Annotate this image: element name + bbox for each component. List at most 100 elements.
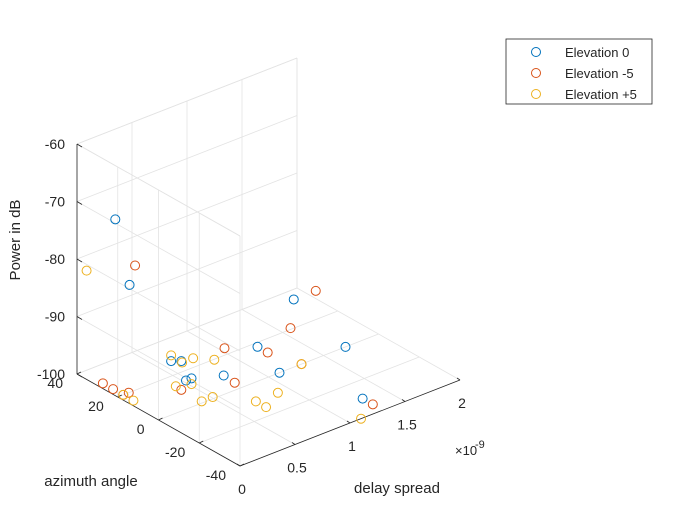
point-s1-1 (219, 343, 230, 354)
y-tick-label-0: -40 (206, 467, 226, 483)
z-tick-label-1: -90 (45, 309, 65, 325)
point-s1-3 (108, 384, 119, 395)
x-axis-multiplier: ×10 -9 (455, 439, 485, 458)
data-points (81, 214, 378, 424)
point-s2-13 (272, 387, 283, 398)
point-s1-5 (123, 387, 134, 398)
grid-floor-y-2 (158, 333, 379, 421)
point-s1-8 (262, 347, 273, 358)
y-tick-mark-1 (199, 440, 204, 444)
legend-entry-0: Elevation 0 (531, 45, 629, 60)
x-tick-mark-0 (236, 463, 241, 467)
grid-lines (76, 57, 461, 467)
point-s0-0 (110, 214, 121, 225)
grid-back-z-1 (76, 230, 298, 317)
x-multiplier-base: ×10 (455, 443, 477, 458)
z-tick-mark-1 (76, 316, 83, 320)
z-tick-mark-0 (76, 373, 83, 378)
point-s2-10 (128, 395, 139, 406)
z-axis-label: Power in dB (7, 200, 24, 281)
x-tick-label-4: 2 (458, 395, 466, 411)
x-tick-mark-1 (291, 442, 296, 445)
point-s0-8 (274, 367, 285, 378)
z-tick-mark-3 (76, 201, 83, 205)
x-tick-label-0: 0 (238, 481, 246, 497)
y-tick-label-3: 20 (88, 398, 104, 414)
point-s1-0 (130, 260, 141, 271)
grid-left-z-1 (76, 316, 241, 409)
point-s0-7 (252, 341, 263, 352)
point-s0-1 (124, 279, 135, 290)
point-s2-9 (118, 389, 129, 400)
y-tick-label-4: 40 (47, 375, 63, 391)
legend-entry-1: Elevation -5 (531, 66, 634, 81)
z-tick-label-0: -100 (37, 366, 65, 382)
point-s2-11 (250, 396, 261, 407)
y-tick-mark-2 (158, 417, 163, 421)
point-s0-9 (288, 294, 299, 305)
z-tick-mark-2 (76, 258, 83, 263)
x-tick-label-2: 1 (348, 438, 356, 454)
point-s2-5 (186, 379, 197, 390)
point-s2-14 (296, 359, 307, 370)
point-s2-3 (188, 353, 199, 364)
point-s1-12 (367, 399, 378, 410)
grid-back-z-2 (76, 172, 298, 260)
point-s2-4 (209, 354, 220, 365)
point-s1-9 (285, 323, 296, 334)
point-s2-6 (170, 381, 181, 392)
point-s0-2 (166, 356, 177, 367)
point-s2-8 (207, 392, 218, 403)
grid-back-z-0 (76, 287, 298, 375)
point-s2-12 (261, 402, 272, 413)
point-s1-11 (310, 285, 321, 296)
x-tick-mark-3 (401, 399, 406, 402)
legend-entry-2: Elevation +5 (531, 87, 637, 102)
grid-left-z-2 (76, 258, 241, 352)
x-axis-label: delay spread (354, 480, 440, 497)
grid-left-z-3 (76, 201, 241, 294)
y-tick-mark-3 (117, 394, 122, 398)
point-s0-5 (186, 373, 197, 384)
z-tick-mark-4 (76, 143, 83, 148)
box-edge-top-left (76, 143, 241, 237)
point-s2-2 (177, 357, 188, 368)
axis-lines (76, 143, 461, 467)
point-s1-6 (176, 384, 187, 395)
y-tick-label-2: 0 (137, 421, 145, 437)
tick-labels: 0 0.5 1 1.5 2 -40 -20 0 20 40-100 -90 -80 -70 -60 (37, 136, 466, 497)
legend-marker-0 (531, 47, 541, 57)
point-s1-7 (229, 377, 240, 388)
point-s2-7 (196, 396, 207, 407)
y-tick-mark-0 (239, 463, 245, 467)
point-s0-3 (176, 356, 187, 367)
x-tick-label-1: 0.5 (287, 460, 307, 476)
x-tick-mark-2 (346, 420, 351, 424)
z-tick-label-2: -80 (45, 251, 65, 267)
x-multiplier-exponent: -9 (475, 439, 485, 451)
y-tick-mark-4 (76, 371, 82, 375)
point-s0-6 (218, 370, 229, 381)
x-tick-mark-4 (456, 377, 461, 381)
z-tick-label-3: -70 (45, 194, 65, 210)
point-s0-10 (340, 341, 351, 352)
point-s0-4 (181, 375, 191, 386)
legend-label-2: Elevation +5 (565, 87, 637, 102)
point-s2-0 (81, 265, 92, 276)
point-s0-11 (357, 393, 368, 404)
legend: Elevation 0 Elevation -5 Elevation +5 (505, 38, 653, 105)
grid-back-z-3 (76, 115, 298, 202)
legend-label-0: Elevation 0 (565, 45, 629, 60)
box-edge-top-back (76, 57, 298, 145)
legend-marker-1 (531, 68, 541, 78)
x-tick-label-3: 1.5 (397, 417, 417, 433)
grid-floor-y-3 (117, 310, 338, 398)
point-s1-2 (97, 378, 108, 389)
legend-marker-2 (531, 89, 541, 99)
legend-label-1: Elevation -5 (565, 66, 634, 81)
z-tick-label-4: -60 (45, 136, 65, 152)
grid-floor-y-1 (199, 356, 420, 444)
point-s2-1 (166, 350, 177, 361)
